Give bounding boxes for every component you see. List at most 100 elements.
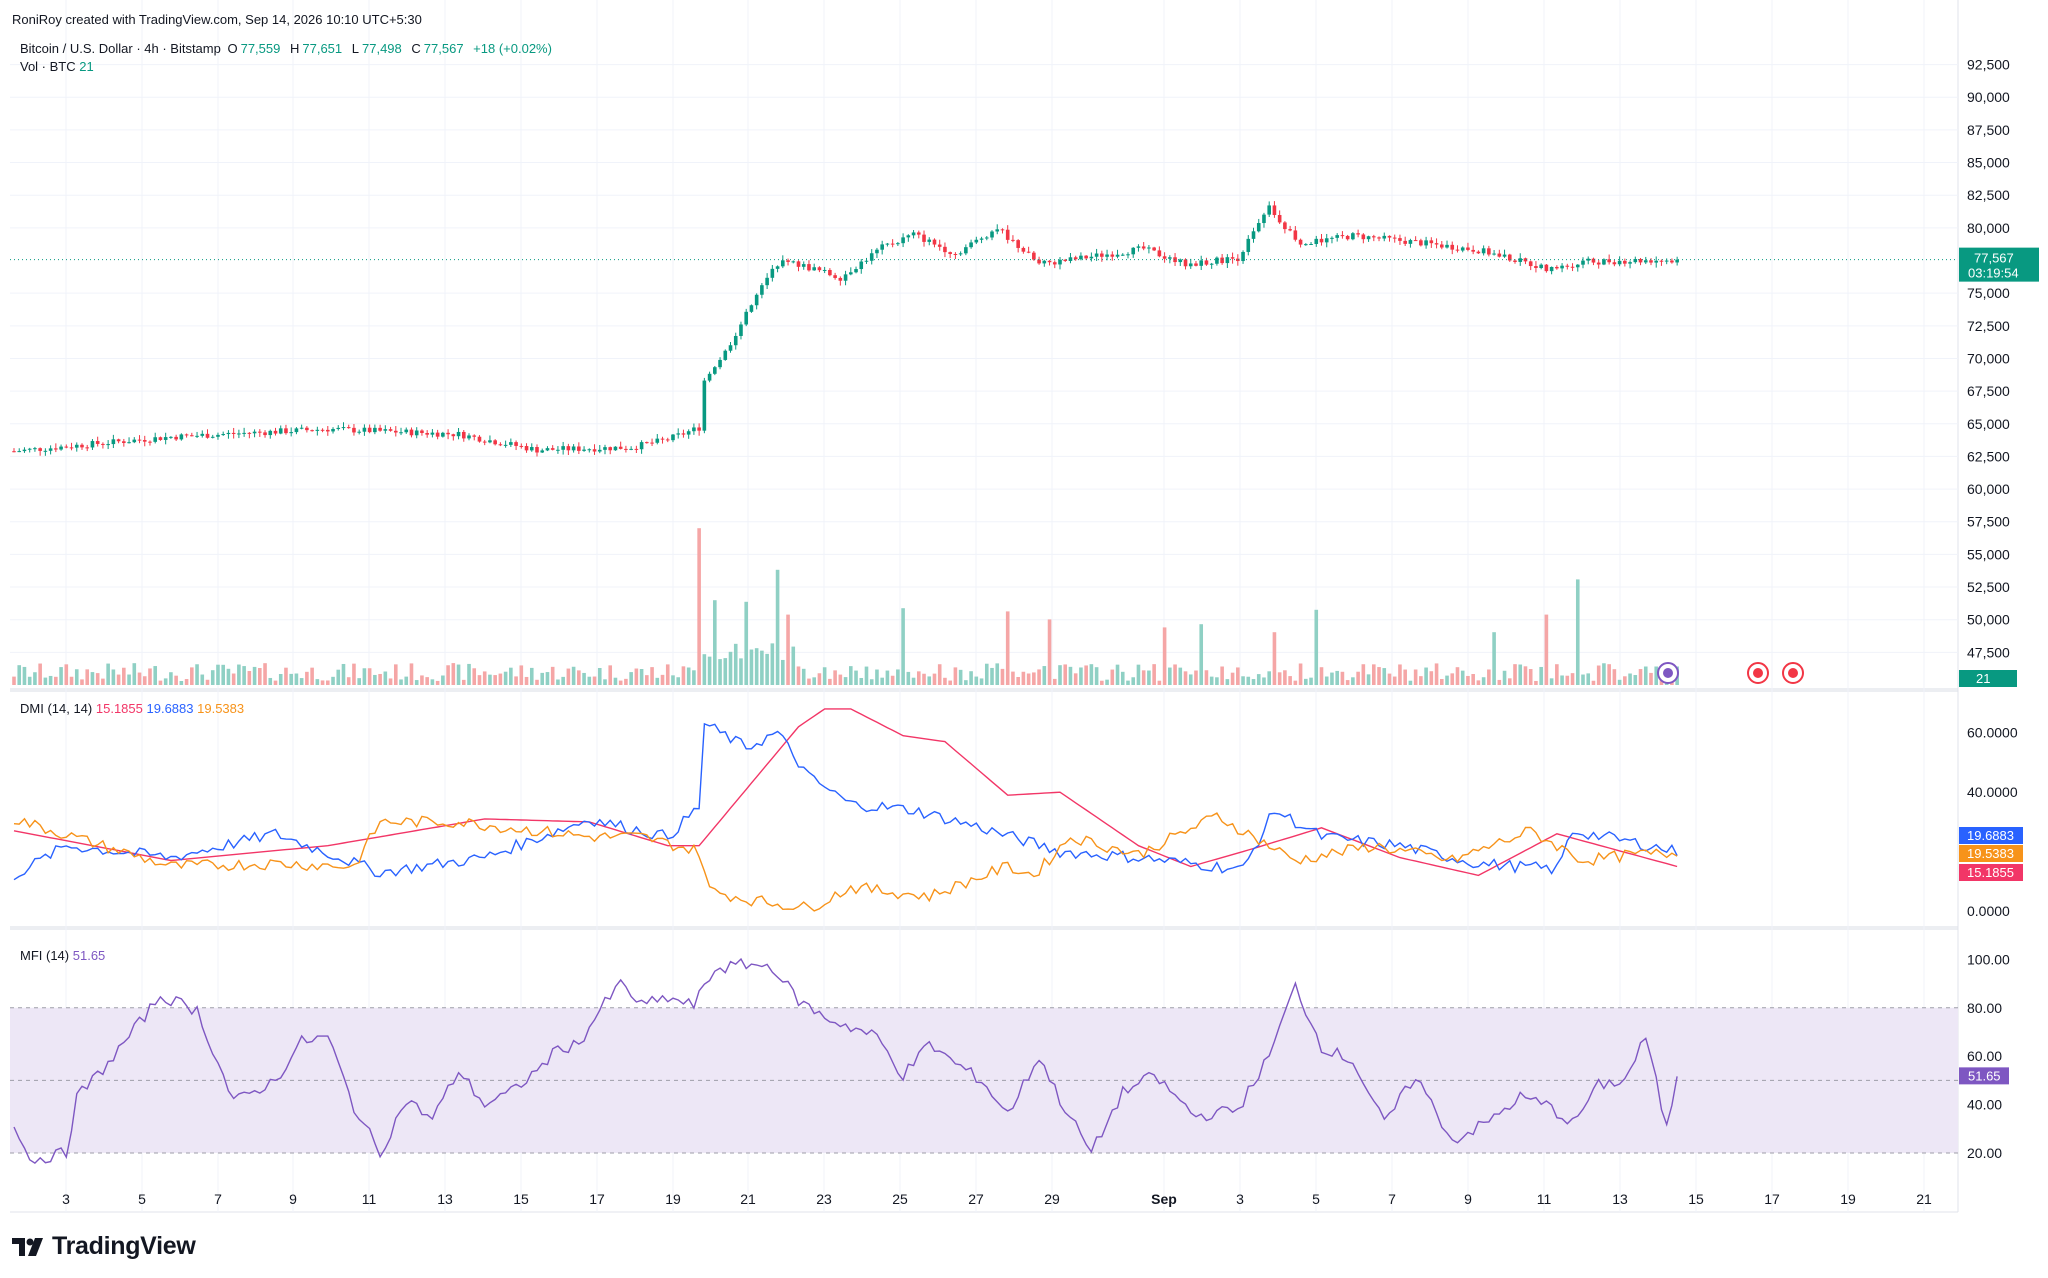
candle-body	[1471, 249, 1475, 252]
volume-bar	[132, 663, 137, 685]
volume-bar	[1612, 669, 1617, 685]
volume-bar	[268, 677, 273, 685]
candle-body	[1032, 252, 1036, 260]
candle-body	[749, 305, 754, 312]
volume-bar	[864, 666, 869, 685]
us-flag-icon[interactable]	[1747, 662, 1769, 684]
volume-bar	[509, 667, 513, 685]
candle-body	[1162, 256, 1167, 259]
volume-bar	[540, 672, 545, 685]
candle-body	[252, 431, 257, 434]
candle-body	[64, 446, 69, 448]
candle-body	[550, 448, 555, 450]
volume-bar	[420, 675, 424, 685]
candle-body	[592, 449, 597, 452]
volume-bar	[922, 673, 926, 685]
candle-body	[519, 445, 524, 447]
volume-bar	[158, 680, 163, 685]
candle-body	[932, 239, 937, 245]
time-tick-label: 9	[1464, 1191, 1472, 1207]
candle-body	[1000, 229, 1005, 231]
volume-bar	[1298, 663, 1303, 685]
time-tick-label: 21	[740, 1191, 756, 1207]
candle-body	[608, 447, 613, 451]
candle-body	[1633, 259, 1638, 263]
candle-body	[226, 432, 231, 435]
candle-body	[964, 247, 968, 254]
volume-bar	[216, 664, 220, 685]
candle-body	[373, 427, 377, 433]
volume-bar	[190, 667, 194, 685]
change-value: +18 (+0.02%)	[473, 41, 552, 56]
time-tick-label: 29	[1044, 1191, 1060, 1207]
brand-name: TradingView	[52, 1232, 196, 1260]
candle-body	[1539, 264, 1543, 269]
volume-bar	[629, 672, 633, 685]
volume-bar	[1194, 670, 1198, 685]
candle-body	[692, 427, 696, 432]
volume-bar	[393, 664, 398, 685]
event-markers[interactable]	[1657, 662, 1804, 684]
volume-bar	[169, 672, 173, 685]
lightning-icon[interactable]	[1657, 662, 1679, 684]
volume-bar	[1507, 678, 1512, 685]
candle-body	[17, 451, 22, 453]
volume-bar	[1356, 671, 1360, 685]
volume-bar	[352, 663, 356, 685]
volume-bar	[488, 674, 492, 685]
candle-body	[1560, 265, 1564, 269]
candle-body	[1136, 246, 1141, 248]
candle-body	[645, 442, 649, 444]
candle-body	[106, 444, 110, 446]
price-tick-label: 52,500	[1967, 579, 2010, 595]
candle-body	[190, 435, 194, 437]
candle-body	[1168, 257, 1172, 259]
volume-bar	[1204, 670, 1209, 685]
volume-bar	[686, 667, 691, 685]
volume-bar	[1209, 676, 1214, 685]
volume-bar	[775, 569, 780, 685]
us-flag-icon[interactable]	[1782, 662, 1804, 684]
price-chart[interactable]: 92,500 90,000 87,500 85,000 82,500 80,000 75,0…	[0, 0, 2048, 1220]
volume-bar	[1037, 669, 1041, 685]
tradingview-icon	[12, 1237, 43, 1256]
volume-bar	[299, 678, 304, 685]
candle-body	[629, 448, 633, 450]
candle-body	[1052, 262, 1057, 265]
volume-bar	[200, 674, 205, 685]
candle-body	[1115, 254, 1120, 257]
time-tick-label: 5	[138, 1191, 146, 1207]
candle-body	[195, 435, 199, 437]
low-label: L 77,498	[351, 41, 402, 56]
volume-bar	[1502, 670, 1507, 685]
price-tick-label: 50,000	[1967, 612, 2010, 628]
candle-body	[864, 260, 869, 262]
candle-body	[1277, 215, 1282, 223]
candle-body	[27, 448, 32, 450]
candle-body	[1298, 239, 1303, 245]
tradingview-logo[interactable]: TradingView	[12, 1232, 196, 1261]
volume-bar	[27, 676, 32, 685]
volume-bar	[1026, 673, 1031, 685]
candle-body	[1528, 261, 1533, 267]
volume-bar	[1084, 665, 1088, 685]
volume-bar	[258, 668, 262, 685]
volume-bar	[1539, 666, 1543, 685]
volume-bar	[1063, 664, 1068, 685]
price-tick-label: 92,500	[1967, 57, 2010, 73]
volume-bar	[692, 670, 696, 685]
candle-body	[1534, 266, 1538, 269]
volume-bar	[1225, 679, 1230, 685]
volume-bar	[1115, 664, 1120, 685]
volume-bar	[676, 677, 681, 685]
volume-bar	[1450, 673, 1455, 685]
candle-body	[859, 261, 864, 270]
candle-body	[1387, 235, 1392, 238]
time-tick-label: 7	[1388, 1191, 1396, 1207]
volume-bar	[896, 669, 900, 685]
candle-body	[906, 235, 911, 238]
candle-body	[1120, 254, 1125, 256]
candle-body	[326, 429, 330, 432]
candle-body	[911, 232, 916, 236]
candle-body	[273, 430, 278, 434]
